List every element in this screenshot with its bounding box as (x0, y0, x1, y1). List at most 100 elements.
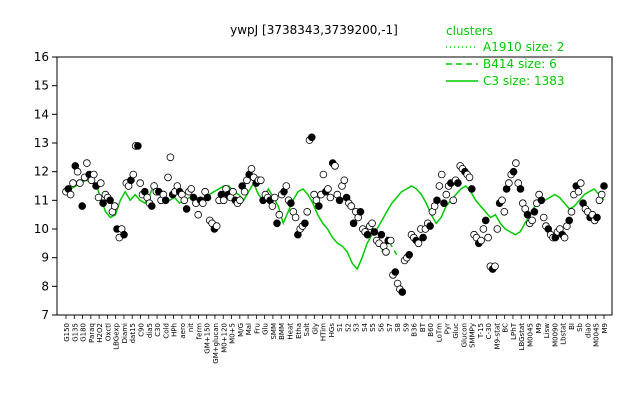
data-point (567, 208, 576, 216)
data-point (347, 202, 356, 210)
data-point (97, 179, 105, 187)
data-point (349, 219, 358, 228)
data-point (537, 196, 546, 205)
data-point (314, 202, 323, 210)
x-tick-label: BI (568, 323, 576, 330)
x-tick-label: Glucon (460, 323, 468, 347)
x-tick-label: C90 (137, 323, 145, 337)
data-point (340, 176, 349, 185)
data-point (512, 159, 520, 167)
x-tick-label: Gly (311, 323, 319, 335)
data-point (386, 236, 395, 245)
x-tick-label: M0090 (551, 323, 559, 347)
data-point (236, 196, 244, 205)
data-point (377, 230, 386, 239)
data-point (440, 199, 448, 208)
x-tick-label: LPhT (510, 322, 518, 340)
x-tick-label: M0045 (527, 323, 535, 347)
y-axis: 7 8 9 10 11 12 13 14 15 16 (34, 50, 57, 322)
x-tick-label: M/G (237, 323, 245, 337)
x-tick-label: S8 (394, 323, 402, 332)
legend: clusters A1910 size: 2 B414 size: 6 C3 s… (446, 24, 565, 88)
x-axis: G150 G135 G180 Paraq H2O2 Oxctl LBGexp Diami dat… (63, 315, 609, 364)
data-point (560, 233, 569, 242)
data-point (574, 187, 583, 196)
x-tick-label: ferm (195, 323, 203, 340)
x-tick-label: Cold (162, 323, 170, 339)
data-point (484, 233, 492, 242)
data-point (229, 187, 237, 196)
data-point (516, 185, 525, 193)
x-tick-label: Lisw (543, 323, 551, 338)
x-tick-label: BMM (278, 323, 286, 340)
data-point (161, 196, 170, 205)
data-point (83, 159, 91, 167)
data-point (291, 213, 300, 222)
x-tick-label: S1 (336, 323, 344, 332)
data-point (199, 199, 207, 208)
data-point (94, 193, 103, 202)
data-point (270, 193, 279, 202)
data-point (449, 196, 458, 205)
data-point (303, 208, 312, 216)
data-point (523, 210, 532, 219)
data-point (593, 213, 601, 222)
x-tick-label: M0+120 (220, 323, 228, 353)
plot-area (56, 56, 613, 316)
x-tick-label: M9 (535, 323, 543, 334)
data-point (467, 185, 476, 193)
y-tick-label: 11 (34, 193, 49, 207)
data-point (73, 167, 82, 176)
data-point (110, 202, 119, 210)
data-point (433, 196, 441, 205)
y-tick-label: 15 (34, 79, 49, 93)
x-tick-label: G180 (80, 323, 88, 342)
points-layer (62, 133, 608, 296)
y-tick-label: 12 (34, 165, 49, 179)
data-point (331, 162, 339, 170)
data-point (301, 219, 309, 228)
data-point (426, 222, 434, 230)
data-point (166, 153, 175, 162)
x-tick-label: HTim (320, 323, 328, 341)
data-point (256, 176, 265, 185)
x-tick-label: S4 (361, 322, 369, 331)
data-point (66, 190, 75, 199)
x-tick-label: GM+150 (204, 323, 212, 354)
data-point (491, 262, 499, 271)
data-point (268, 202, 277, 210)
x-tick-label: Sb (576, 322, 584, 331)
x-tick-label: S6 (378, 322, 386, 331)
data-point (219, 196, 228, 205)
x-tick-label: Gluc (452, 323, 460, 339)
data-point (287, 199, 295, 208)
data-point (363, 230, 372, 239)
x-tick-label: HGs (328, 323, 336, 338)
x-tick-label: Pyr (444, 323, 452, 334)
data-point (120, 230, 128, 239)
x-tick-label: SMMPy (469, 323, 477, 348)
x-tick-label: Etha (295, 323, 303, 339)
data-point (203, 193, 212, 202)
x-tick-label: LBGexp (113, 322, 121, 349)
data-point (148, 202, 156, 210)
y-tick-label: 8 (41, 279, 49, 293)
data-point (273, 219, 281, 228)
data-point (182, 205, 191, 213)
legend-label-b414: B414 size: 6 (483, 57, 557, 71)
x-tick-label: S9 (402, 323, 410, 332)
data-point (324, 185, 332, 193)
x-tick-label: T-15 (477, 323, 485, 339)
data-point (391, 268, 400, 276)
x-tick-label: G150 (63, 323, 71, 342)
data-point (90, 170, 98, 179)
data-point (435, 182, 444, 190)
data-point (565, 216, 573, 225)
data-point (368, 219, 376, 228)
y-tick-label: 10 (34, 222, 49, 236)
data-point (500, 208, 509, 216)
data-point (479, 225, 488, 233)
x-tick-label: M0045 (593, 323, 601, 347)
data-point (319, 170, 328, 179)
